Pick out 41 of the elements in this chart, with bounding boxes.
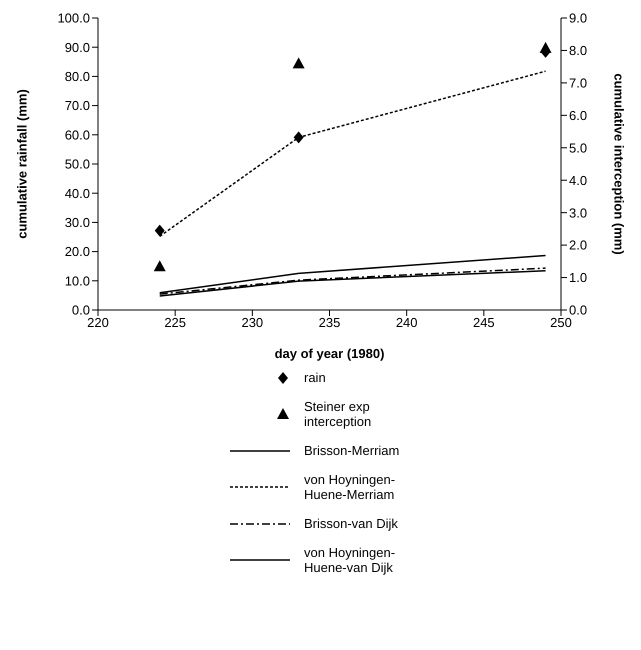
y2-tick-label: 3.0: [569, 205, 588, 220]
x-tick-label: 220: [87, 315, 109, 330]
x-axis-title: day of year (1980): [274, 346, 384, 361]
y2-axis-title: cumulative interception (mm): [611, 73, 626, 255]
legend-label: rain: [304, 370, 327, 385]
y-tick-label: 80.0: [64, 69, 90, 84]
legend-label: von Hoyningen-Huene-van Dijk: [304, 545, 396, 575]
point: [154, 224, 165, 237]
y2-tick-label: 2.0: [569, 238, 588, 253]
legend-label: Brisson-van Dijk: [304, 516, 399, 531]
x-tick-label: 235: [318, 315, 340, 330]
y-tick-label: 50.0: [64, 156, 90, 172]
x-tick-label: 230: [241, 315, 264, 330]
y2-tick-label: 8.0: [569, 43, 588, 58]
point: [292, 57, 305, 68]
y2-tick-label: 0.0: [569, 302, 588, 318]
y2-tick-label: 5.0: [569, 140, 588, 156]
y-tick-label: 100.0: [57, 10, 90, 26]
y-tick-label: 0.0: [72, 302, 90, 318]
y-tick-label: 90.0: [64, 40, 90, 55]
x-tick-label: 245: [472, 315, 495, 330]
point: [154, 260, 166, 272]
x-tick-label: 250: [550, 315, 572, 330]
y-tick-label: 20.0: [64, 244, 90, 260]
y-tick-label: 40.0: [64, 186, 90, 201]
x-tick-label: 240: [396, 315, 418, 330]
legend-label: Steiner exp interception: [304, 399, 372, 429]
y-tick-label: 10.0: [64, 273, 90, 288]
y-tick-label: 70.0: [64, 98, 90, 114]
y2-tick-label: 7.0: [569, 76, 588, 91]
y2-tick-label: 4.0: [569, 172, 588, 188]
y-tick-label: 60.0: [64, 127, 90, 142]
legend-label: Brisson-Merriam: [304, 443, 400, 458]
y-axis-title: cumulative rainfall (mm): [14, 89, 30, 239]
x-tick-label: 225: [164, 315, 186, 330]
y2-tick-label: 6.0: [569, 108, 588, 123]
y2-tick-label: 1.0: [569, 270, 588, 286]
legend-label: von Hoyningen-Huene-Merriam: [304, 472, 396, 502]
point: [294, 131, 304, 144]
y-tick-label: 30.0: [64, 215, 90, 230]
y2-tick-label: 9.0: [569, 10, 588, 26]
